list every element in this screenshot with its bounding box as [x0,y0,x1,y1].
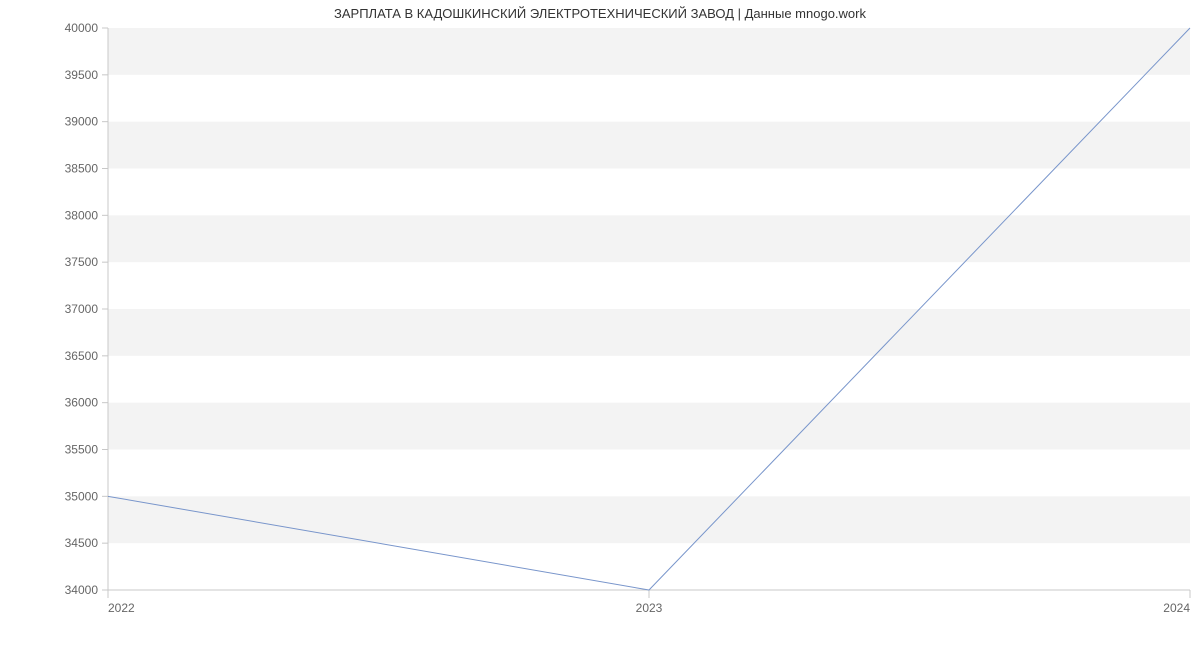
x-tick-label: 2024 [1163,601,1190,615]
y-tick-label: 36500 [65,349,99,363]
x-tick-label: 2022 [108,601,135,615]
y-tick-label: 38000 [65,208,99,222]
chart-title: ЗАРПЛАТА В КАДОШКИНСКИЙ ЭЛЕКТРОТЕХНИЧЕСК… [0,6,1200,21]
y-tick-label: 39000 [65,115,99,129]
y-tick-label: 35500 [65,443,99,457]
y-tick-label: 35000 [65,489,99,503]
y-tick-label: 34500 [65,536,99,550]
y-tick-label: 39500 [65,68,99,82]
y-tick-label: 34000 [65,583,99,597]
y-tick-label: 37000 [65,302,99,316]
x-tick-label: 2023 [636,601,663,615]
y-tick-label: 36000 [65,396,99,410]
y-tick-label: 40000 [65,21,99,35]
salary-line-chart: ЗАРПЛАТА В КАДОШКИНСКИЙ ЭЛЕКТРОТЕХНИЧЕСК… [0,0,1200,650]
chart-svg: 34000 34500 35000 35500 36000 36500 37000 37500… [0,0,1200,650]
y-tick-label: 38500 [65,162,99,176]
y-tick-label: 37500 [65,255,99,269]
